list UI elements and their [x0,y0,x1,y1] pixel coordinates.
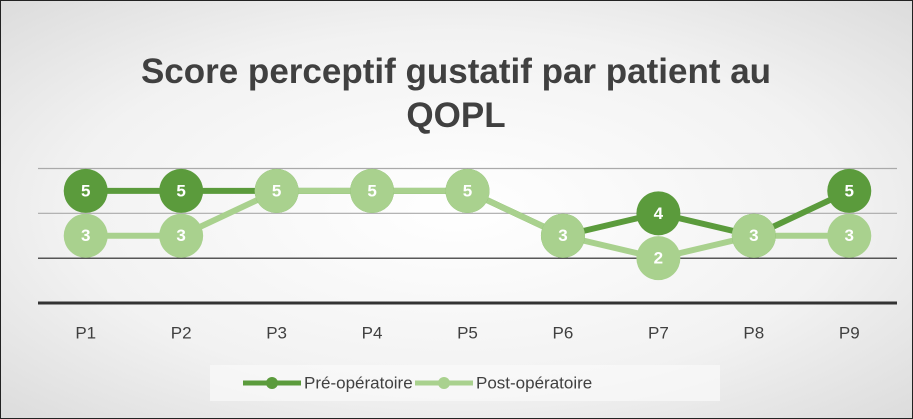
data-label: 3 [81,226,90,245]
data-point [159,213,204,258]
x-tick-label: P6 [553,323,574,342]
data-label: 2 [654,249,663,268]
data-label: 5 [176,181,185,200]
data-label: 4 [654,204,664,223]
data-point [63,213,108,258]
data-label: 5 [463,181,472,200]
data-point [540,213,585,258]
data-label: 5 [845,181,854,200]
x-tick-label: P7 [648,323,669,342]
x-tick-label: P3 [266,323,287,342]
data-point [731,213,776,258]
data-point [63,168,108,213]
data-point [445,168,490,213]
x-tick-label: P5 [457,323,478,342]
data-label: 3 [558,226,567,245]
data-point [159,168,204,213]
data-point [350,168,395,213]
data-point [636,236,681,281]
data-point [827,168,872,213]
legend-label: Pré-opératoire [304,373,413,392]
data-label: 3 [845,226,854,245]
chart-title: Score perceptif gustatif par patient au … [140,52,772,135]
legend-marker [266,377,278,389]
data-label: 5 [81,181,90,200]
x-tick-label: P2 [171,323,192,342]
x-tick-label: P1 [75,323,96,342]
legend-label: Post-opératoire [476,373,592,392]
legend-marker [438,377,450,389]
data-point [827,213,872,258]
x-tick-label: P8 [743,323,764,342]
x-tick-label: P9 [839,323,860,342]
x-tick-label: P4 [362,323,383,342]
data-label: 5 [367,181,376,200]
data-label: 3 [176,226,185,245]
data-label: 5 [272,181,281,200]
data-point [254,168,299,213]
data-point [636,191,681,236]
data-label: 3 [749,226,758,245]
